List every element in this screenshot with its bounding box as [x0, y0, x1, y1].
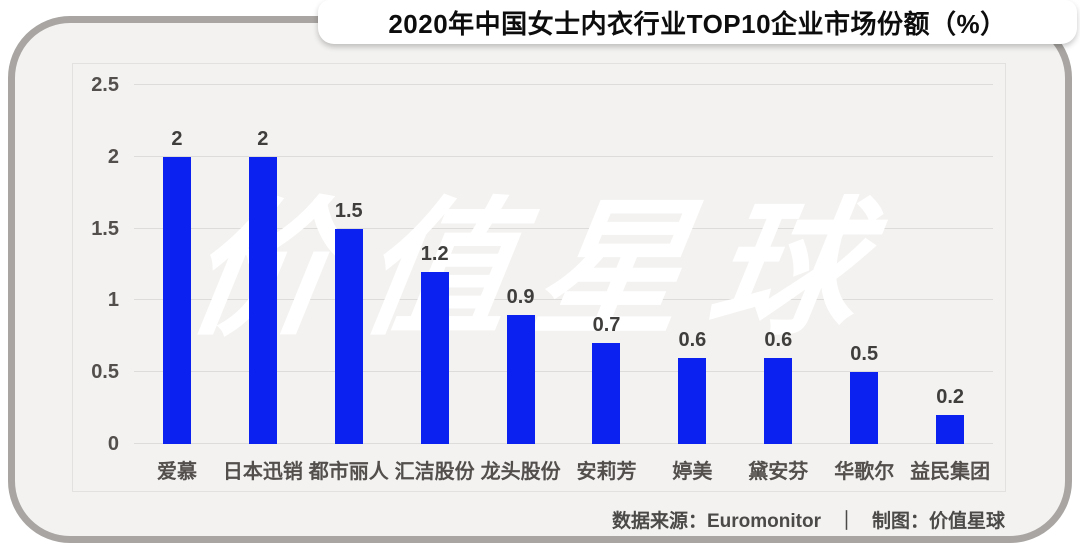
bars-row: 2 2 1.5 1.2 0.9 0.7 0.6 0.6 0.5 0.2	[134, 85, 993, 444]
bar-slot: 0.7	[564, 85, 650, 444]
bar-value-label: 1.2	[420, 242, 449, 265]
category-row: 爱慕 日本迅销 都市丽人 汇洁股份 龙头股份 安莉芳 婷美 黛安芬 华歌尔 益民集团	[134, 455, 993, 484]
bar-value-label: 0.6	[764, 328, 793, 351]
footer-separator: ｜	[836, 511, 856, 532]
footer: 数据来源：Euromonitor ｜ 制图：价值星球	[612, 506, 1005, 533]
gridline	[134, 371, 993, 373]
category-label: 安莉芳	[576, 461, 637, 483]
y-tick-label: 1.5	[91, 217, 119, 240]
y-axis-labels: 0 0.5 1 1.5 2 2.5	[73, 75, 119, 454]
bar-value-label: 2	[257, 127, 269, 150]
category-label: 都市丽人	[308, 461, 389, 483]
category-label: 华歌尔	[834, 461, 895, 483]
category-label: 龙头股份	[480, 461, 561, 483]
chart-title: 2020年中国女士内衣行业TOP10企业市场份额（%）	[388, 8, 1007, 39]
chart-credit: 制图：价值星球	[871, 511, 1005, 532]
gridline	[134, 84, 993, 85]
bar	[850, 372, 879, 444]
gridline	[134, 155, 993, 157]
category-label: 汇洁股份	[394, 461, 475, 483]
bar	[678, 357, 707, 444]
bar-value-label: 0.5	[850, 343, 879, 366]
bar-value-label: 0.2	[936, 386, 965, 409]
bar-value-label: 0.7	[592, 314, 621, 337]
bar-slot: 0.6	[649, 85, 735, 444]
bar-slot: 0.2	[907, 85, 993, 444]
bar-value-label: 0.9	[506, 285, 535, 308]
y-tick-label: 2.5	[91, 74, 119, 96]
bar-slot: 1.5	[306, 85, 392, 444]
bar-slot: 0.9	[478, 85, 564, 444]
bar-value-label: 0.6	[678, 328, 707, 351]
bar	[506, 314, 535, 444]
bar-value-label: 1.5	[334, 199, 363, 222]
chart-title-banner: 2020年中国女士内衣行业TOP10企业市场份额（%）	[318, 0, 1077, 44]
gridline	[134, 443, 993, 444]
gridline	[134, 299, 993, 301]
bar	[420, 271, 449, 444]
y-tick-label: 1	[107, 289, 119, 312]
bar	[334, 228, 363, 444]
y-tick-label: 2	[107, 145, 119, 168]
bar-slot: 1.2	[392, 85, 478, 444]
bar-slot: 2	[134, 85, 220, 444]
bar-slot: 2	[220, 85, 306, 444]
bar-slot: 0.6	[735, 85, 821, 444]
category-label: 黛安芬	[748, 461, 809, 483]
category-label: 益民集团	[910, 461, 991, 483]
grid-area	[134, 84, 993, 444]
bar	[248, 156, 277, 444]
bar	[764, 357, 793, 444]
bar	[162, 156, 191, 444]
y-tick-label: 0	[107, 433, 119, 455]
bar	[936, 415, 965, 444]
bar-value-label: 2	[171, 127, 183, 150]
gridline	[134, 227, 993, 229]
y-tick-label: 0.5	[91, 361, 119, 384]
category-label: 婷美	[672, 461, 713, 483]
bar	[592, 343, 621, 444]
category-label: 爱慕	[156, 461, 197, 483]
data-source: 数据来源：Euromonitor	[611, 511, 821, 532]
plot-area: 0 0.5 1 1.5 2 2.5 价值星球 2 2 1.5 1.2 0.9 0.7 0.6 0.6 0.…	[72, 63, 1006, 492]
category-label: 日本迅销	[222, 461, 303, 483]
bar-slot: 0.5	[821, 85, 907, 444]
